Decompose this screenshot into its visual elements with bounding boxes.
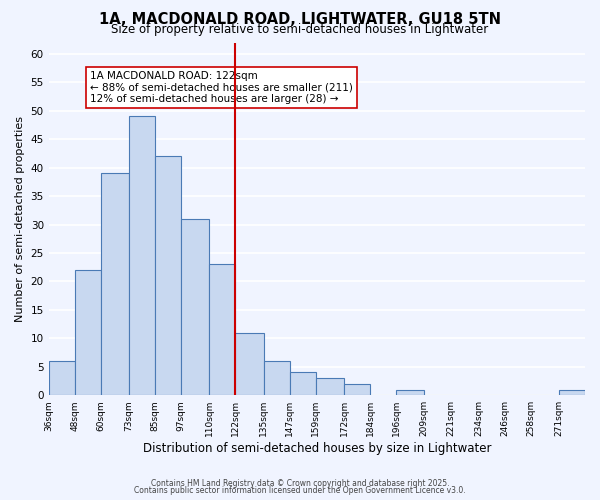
Bar [101,174,129,395]
Bar [344,384,370,395]
Bar [129,116,155,395]
Bar [316,378,344,395]
Text: Size of property relative to semi-detached houses in Lightwater: Size of property relative to semi-detach… [112,22,488,36]
Bar [49,361,75,395]
Text: Contains public sector information licensed under the Open Government Licence v3: Contains public sector information licen… [134,486,466,495]
X-axis label: Distribution of semi-detached houses by size in Lightwater: Distribution of semi-detached houses by … [143,442,491,455]
Bar [209,264,235,395]
Text: 1A, MACDONALD ROAD, LIGHTWATER, GU18 5TN: 1A, MACDONALD ROAD, LIGHTWATER, GU18 5TN [99,12,501,28]
Bar [181,219,209,395]
Bar [155,156,181,395]
Bar [75,270,101,395]
Y-axis label: Number of semi-detached properties: Number of semi-detached properties [15,116,25,322]
Bar [263,361,290,395]
Bar [235,332,263,395]
Bar [396,390,424,395]
Bar [559,390,585,395]
Text: 1A MACDONALD ROAD: 122sqm
← 88% of semi-detached houses are smaller (211)
12% of: 1A MACDONALD ROAD: 122sqm ← 88% of semi-… [90,71,353,104]
Text: Contains HM Land Registry data © Crown copyright and database right 2025.: Contains HM Land Registry data © Crown c… [151,478,449,488]
Bar [290,372,316,395]
